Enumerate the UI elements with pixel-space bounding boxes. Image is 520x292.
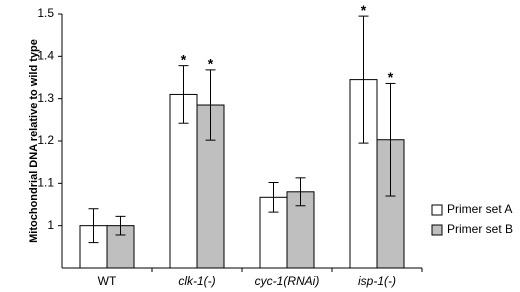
significance-marker: *: [361, 2, 367, 18]
legend-label: Primer set A: [447, 202, 512, 216]
y-tick-label: 1.3: [37, 91, 54, 105]
significance-marker: *: [208, 56, 214, 72]
significance-marker: *: [388, 69, 394, 85]
legend-swatch: [431, 224, 443, 236]
y-axis-label: Mitochondrial DNA relative to wild type: [28, 39, 40, 243]
x-tick-label: clk-1(-): [178, 274, 215, 288]
y-tick-label: 1.5: [37, 6, 54, 20]
y-tick-label: 1.2: [37, 133, 54, 147]
y-tick-label: 1.1: [37, 176, 54, 190]
x-tick-label: isp-1(-): [358, 274, 396, 288]
legend-label: Primer set B: [447, 222, 513, 236]
legend-swatch: [431, 204, 443, 216]
y-tick-label: 1: [47, 218, 54, 232]
x-tick-label: cyc-1(RNAi): [255, 274, 320, 288]
y-tick-label: 1.4: [37, 49, 54, 63]
significance-marker: *: [181, 51, 187, 67]
x-tick-label: WT: [98, 274, 117, 288]
